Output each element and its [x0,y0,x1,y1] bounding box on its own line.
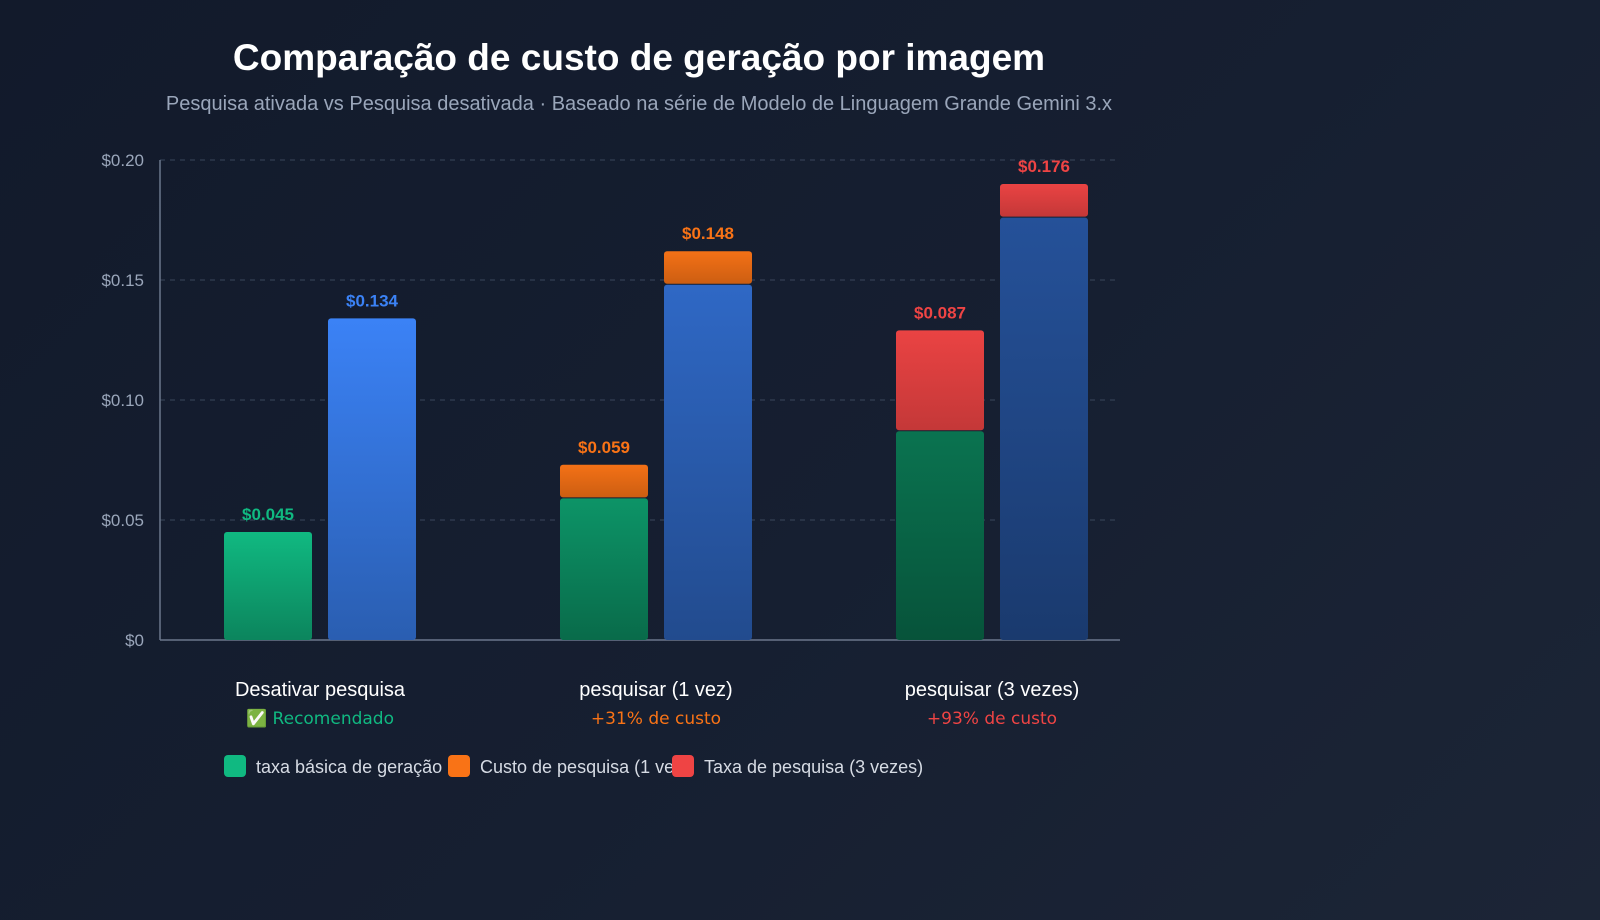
bar-value-label: $0.087 [914,303,966,322]
bar-segment-base [560,498,648,640]
chart-subtitle: Pesquisa ativada vs Pesquisa desativada … [165,93,1113,115]
bar-segment-search [560,464,648,498]
legend-label-search-once: Custo de pesquisa (1 vez) [480,757,690,777]
legend-swatch-search-three [672,755,694,777]
category-label: Desativar pesquisa [235,679,406,701]
bar-segment-search [1000,184,1088,217]
y-tick-label: $0.15 [101,271,144,290]
category-note: ✅ Recomendado [246,708,394,729]
bar-segment-base [328,318,416,640]
bar-value-label: $0.134 [346,291,399,310]
bar-value-label: $0.176 [1018,157,1070,176]
y-tick-label: $0.10 [101,391,144,410]
category-note: +93% de custo [927,709,1057,729]
y-tick-label: $0.05 [101,511,144,530]
bar-segment-base [664,284,752,640]
bar-segment-search [664,251,752,284]
y-tick-label: $0 [125,631,144,650]
bar-value-label: $0.059 [578,438,630,457]
chart-legend: taxa básica de geração Custo de pesquisa… [224,754,944,780]
bar-value-label: $0.148 [682,224,734,243]
legend-label-search-three: Taxa de pesquisa (3 vezes) [704,757,924,777]
legend-label-base: taxa básica de geração [256,757,443,777]
chart-title: Comparação de custo de geração por image… [232,37,1046,78]
category-note: +31% de custo [591,709,721,729]
bar-segment-search [896,330,984,431]
legend-swatch-base [224,755,246,777]
category-label: pesquisar (3 vezes) [905,679,1080,701]
bar-segment-base [896,431,984,640]
category-label: pesquisar (1 vez) [579,679,732,701]
bar-value-label: $0.045 [242,505,294,524]
legend-swatch-search-once [448,755,470,777]
bar-segment-base [1000,217,1088,640]
y-tick-label: $0.20 [101,151,144,170]
bar-segment-base [224,532,312,640]
